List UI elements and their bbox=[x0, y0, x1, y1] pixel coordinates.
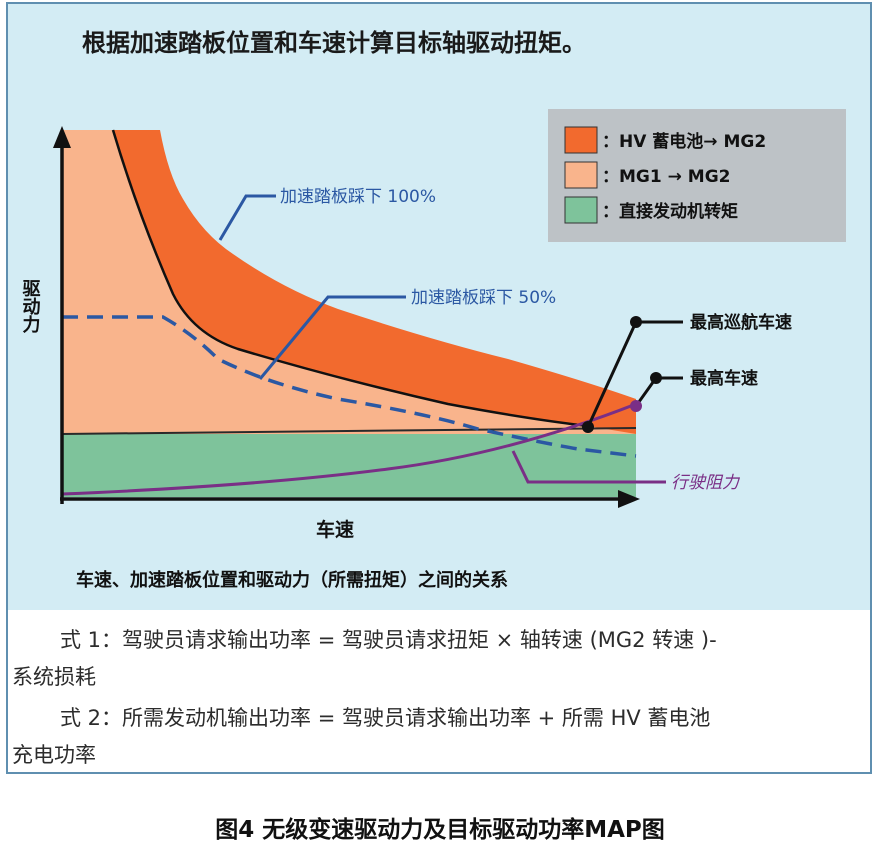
mg1-boundary-line bbox=[111, 129, 589, 428]
max-speed-label: 最高车速 bbox=[690, 368, 758, 389]
formula-2-line-1: 式 2：所需发动机输出功率 = 驾驶员请求输出功率 + 所需 HV 蓄电池 bbox=[60, 706, 711, 730]
legend-label-engine: ：直接发动机转矩 bbox=[602, 201, 738, 222]
formula-1-line-2: 系统损耗 bbox=[12, 665, 96, 689]
pedal-50-dashed-line bbox=[62, 315, 637, 458]
max-cruise-leader-dot bbox=[630, 316, 642, 328]
y-axis-label: 驱动力 bbox=[20, 279, 41, 334]
diagram-caption: 车速、加速踏板位置和驱动力（所需扭矩）之间的关系 bbox=[76, 569, 508, 591]
y-axis-arrow bbox=[53, 126, 71, 148]
resistance-leader bbox=[511, 450, 666, 484]
pedal-100-label: 加速踏板踩下 100% bbox=[280, 187, 436, 207]
pedal-50-label: 加速踏板踩下 50% bbox=[411, 288, 556, 308]
driving-resistance-curve bbox=[61, 402, 637, 496]
engine-torque-line bbox=[61, 427, 637, 435]
max-speed-point bbox=[630, 400, 642, 412]
region-mg1 bbox=[62, 130, 636, 434]
legend-swatch-engine bbox=[564, 196, 598, 224]
diagram-panel: 根据加速踏板位置和车速计算目标轴驱动扭矩。 驱动力 车速 bbox=[8, 4, 870, 610]
legend-label-mg1: ：MG1 → MG2 bbox=[602, 167, 730, 187]
diagram-title: 根据加速踏板位置和车速计算目标轴驱动扭矩。 bbox=[82, 29, 586, 57]
x-axis-arrow bbox=[618, 490, 640, 508]
max-speed-leader-dot bbox=[650, 372, 662, 384]
resistance-label: 行驶阻力 bbox=[671, 473, 741, 493]
legend-swatch-mg1 bbox=[564, 161, 598, 189]
max-cruise-point bbox=[582, 421, 594, 433]
figure-frame: 根据加速踏板位置和车速计算目标轴驱动扭矩。 驱动力 车速 bbox=[6, 2, 872, 774]
legend-swatch-hv-battery bbox=[564, 126, 598, 154]
x-axis-label: 车速 bbox=[316, 518, 354, 541]
drive-force-map-diagram: 根据加速踏板位置和车速计算目标轴驱动扭矩。 驱动力 车速 bbox=[20, 29, 846, 591]
max-cruise-label: 最高巡航车速 bbox=[690, 312, 792, 333]
pedal-50-leader bbox=[258, 295, 406, 380]
figure-caption: 图4 无级变速驱动力及目标驱动功率MAP图 bbox=[215, 817, 665, 843]
legend-label-hv-battery: ：HV 蓄电池→ MG2 bbox=[602, 131, 766, 152]
legend-box bbox=[548, 109, 846, 242]
formula-notes: 式 1：驾驶员请求输出功率 = 驾驶员请求扭矩 × 轴转速 (MG2 转速 )-… bbox=[8, 610, 870, 772]
pedal-100-leader bbox=[218, 194, 276, 241]
formula-2-line-2: 充电功率 bbox=[12, 743, 96, 767]
formula-1-line-1: 式 1：驾驶员请求输出功率 = 驾驶员请求扭矩 × 轴转速 (MG2 转速 )- bbox=[60, 628, 717, 652]
